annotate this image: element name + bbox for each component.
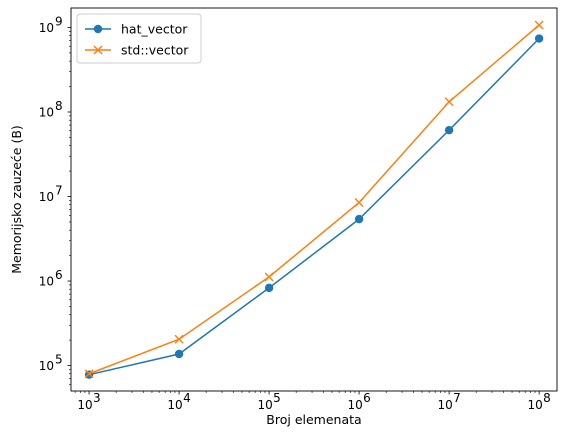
legend-label: hat_vector [121, 22, 188, 37]
major-ticks: 10 3 10 4 10 5 10 6 10 7 10 810 510 610 710 810 9 [39, 14, 551, 412]
x-tick-label: 10 [257, 398, 272, 412]
y-axis-label: Memorijsko zauzeće (B) [9, 125, 24, 274]
series-layer [84, 20, 544, 379]
y-tick-exponent: 6 [55, 268, 63, 282]
x-axis-label: Broj elemenata [266, 412, 361, 427]
series-line-std-vector [88, 24, 540, 375]
plot-frame [70, 7, 558, 392]
legend-entry-hat-vector: hat_vector [85, 22, 188, 37]
point-hat-vector [444, 125, 454, 135]
x-tick-exponent: 5 [273, 391, 281, 405]
series-line-hat-vector [88, 38, 540, 376]
point-hat-vector [534, 34, 544, 43]
legend-label: std::vector [121, 43, 189, 58]
point-std-vector [444, 97, 454, 107]
x-tick-exponent: 6 [363, 391, 371, 405]
y-tick-label: 10 [39, 190, 54, 204]
x-tick-exponent: 7 [453, 391, 461, 405]
x-tick-label: 10 [347, 398, 362, 412]
y-tick-exponent: 5 [55, 353, 63, 367]
x-tick-label: 10 [437, 398, 452, 412]
y-tick-label: 10 [39, 21, 54, 35]
point-hat-vector [264, 283, 274, 293]
y-tick-label: 10 [39, 359, 54, 373]
y-tick-exponent: 8 [55, 99, 63, 113]
point-hat-vector [174, 349, 184, 359]
y-tick-exponent: 7 [55, 184, 63, 198]
x-tick-exponent: 4 [183, 391, 191, 405]
point-hat-vector [354, 214, 364, 224]
y-tick-label: 10 [39, 275, 54, 289]
point-std-vector [264, 272, 274, 282]
y-tick-label: 10 [39, 105, 54, 119]
legend-entry-std-vector: std::vector [85, 43, 189, 58]
point-std-vector [84, 369, 94, 379]
y-tick-exponent: 9 [55, 14, 63, 28]
point-std-vector [534, 20, 544, 30]
x-tick-label: 10 [77, 398, 92, 412]
x-tick-label: 10 [167, 398, 182, 412]
point-std-vector [354, 197, 364, 207]
point-std-vector [174, 334, 184, 344]
x-tick-exponent: 8 [543, 391, 551, 405]
x-tick-label: 10 [527, 398, 542, 412]
x-tick-exponent: 3 [93, 391, 101, 405]
